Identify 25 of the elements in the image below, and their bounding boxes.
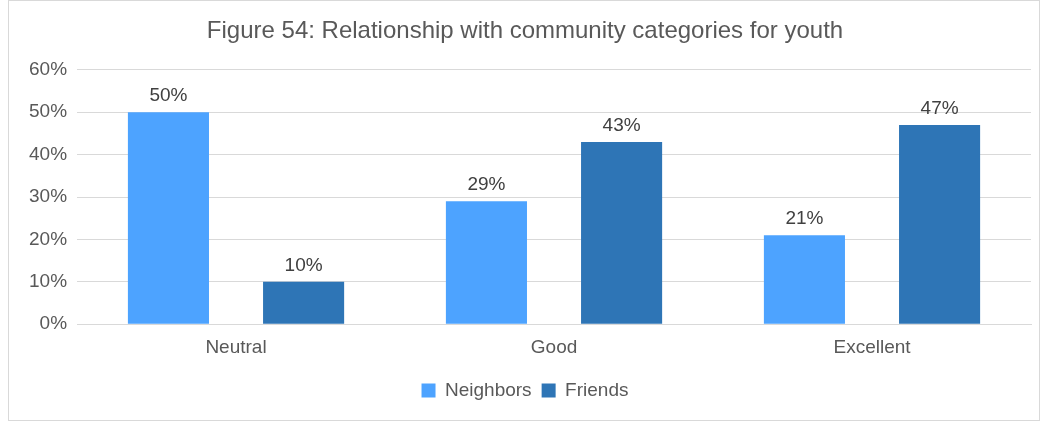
y-tick-label: 10% <box>29 270 68 292</box>
legend-label: Friends <box>565 378 629 400</box>
data-label: 43% <box>602 113 641 135</box>
bar <box>263 281 345 324</box>
chart-title: Figure 54: Relationship with community categories for youth <box>206 16 844 44</box>
data-label: 10% <box>284 253 323 275</box>
y-tick-label: 60% <box>29 58 68 80</box>
bar <box>127 112 209 324</box>
y-tick-label: 20% <box>29 227 68 249</box>
bar <box>445 201 527 324</box>
x-tick-label: Neutral <box>205 335 267 357</box>
bar <box>899 124 981 324</box>
y-tick-label: 0% <box>39 312 68 334</box>
y-tick-label: 40% <box>29 142 68 164</box>
data-label: 29% <box>467 172 506 194</box>
data-label: 21% <box>785 206 824 228</box>
x-tick-label: Excellent <box>833 335 912 357</box>
data-label: 47% <box>920 96 959 118</box>
legend-label: Neighbors <box>445 378 532 400</box>
y-tick-label: 50% <box>29 100 68 122</box>
x-tick-label: Good <box>530 335 578 357</box>
data-label: 50% <box>149 83 188 105</box>
bar <box>763 235 845 324</box>
y-tick-label: 30% <box>29 185 68 207</box>
bar <box>581 141 663 324</box>
